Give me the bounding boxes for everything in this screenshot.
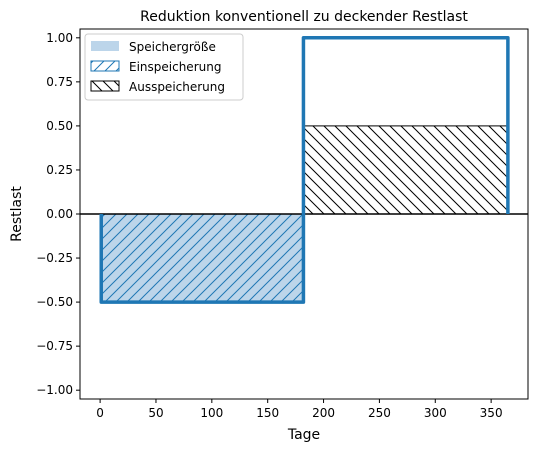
y-tick-label: 1.00 [46,31,73,45]
x-tick-label: 300 [424,406,447,420]
legend-swatch-ausspeicherung [90,80,120,92]
y-axis: −1.00 −0.75 −0.50 −0.25 0.00 0.25 0.50 0.75 1.00 [36,31,80,397]
legend-label-einspeicherung: Einspeicherung [129,60,221,74]
legend-swatch-speichergroesse [91,41,119,51]
y-tick-label: −0.75 [36,339,73,353]
y-tick-label: −0.25 [36,251,73,265]
y-tick-label: 0.25 [46,163,73,177]
x-tick-label: 200 [312,406,335,420]
legend-label-speichergroesse: Speichergröße [129,40,216,54]
legend-frame [84,33,244,101]
legend: Speichergröße Einspeicherung Ausspeicher… [84,33,244,101]
x-tick-label: 0 [96,406,104,420]
x-tick-label: 100 [200,406,223,420]
chart-title: Reduktion konventionell zu deckender Res… [140,9,468,25]
x-tick-label: 150 [256,406,279,420]
legend-swatch-einspeicherung [90,60,120,72]
legend-label-ausspeicherung: Ausspeicherung [129,80,225,94]
y-tick-label: −1.00 [36,383,73,397]
plot-area [80,36,528,304]
y-tick-label: −0.50 [36,295,73,309]
restlast-line [99,36,510,304]
y-tick-label: 0.75 [46,75,73,89]
x-tick-label: 50 [148,406,163,420]
plot-clip-group [80,36,528,304]
area-hatch-back-2 [302,125,509,215]
x-axis: 0 50 100 150 200 250 300 350 [96,399,503,420]
y-axis-label: Restlast [9,186,25,242]
x-tick-label: 350 [480,406,503,420]
x-tick-label: 250 [368,406,391,420]
x-axis-label: Tage [287,427,320,443]
y-tick-label: 0.00 [46,207,73,221]
y-tick-label: 0.50 [46,119,73,133]
area-hatch-forward-1 [100,213,304,303]
